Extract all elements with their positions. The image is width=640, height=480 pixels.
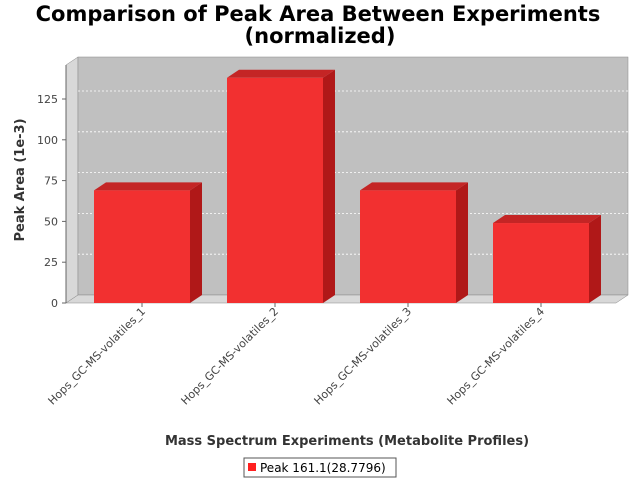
bar-front — [94, 190, 190, 303]
y-tick-label: 125 — [37, 93, 58, 106]
bar-front — [360, 190, 456, 303]
bar-top — [493, 215, 601, 224]
y-tick-label: 50 — [44, 215, 58, 228]
x-tick-label: Hops_GC-MS-volatiles_1 — [46, 305, 149, 408]
y-tick-label: 75 — [44, 175, 58, 188]
bar-top — [360, 182, 468, 191]
bar-top — [227, 69, 335, 78]
x-tick-label: Hops_GC-MS-volatiles_4 — [445, 305, 548, 408]
y-tick-label: 100 — [37, 134, 58, 147]
bar — [493, 215, 601, 303]
bar — [227, 69, 335, 303]
bar-side — [456, 182, 468, 303]
bar-side — [323, 69, 335, 303]
bar — [360, 182, 468, 303]
bar-front — [227, 77, 323, 303]
chart-subtitle: (normalized) — [245, 24, 396, 48]
chart-title: Comparison of Peak Area Between Experime… — [36, 2, 601, 26]
bar-side — [589, 215, 601, 303]
bar — [94, 182, 202, 303]
x-axis: Hops_GC-MS-volatiles_1 Hops_GC-MS-volatil… — [46, 303, 548, 408]
bar-top — [94, 182, 202, 191]
legend: Peak 161.1(28.7796) — [243, 457, 397, 478]
y-axis: 0 25 50 75 100 125 — [37, 65, 67, 310]
bar-front — [493, 223, 589, 303]
plot-left-wall — [65, 56, 79, 304]
x-tick-label: Hops_GC-MS-volatiles_2 — [179, 305, 282, 408]
y-tick-label: 0 — [51, 297, 58, 310]
x-axis-label: Mass Spectrum Experiments (Metabolite Pr… — [165, 434, 529, 449]
bar-side — [190, 182, 202, 303]
legend-swatch — [248, 463, 256, 471]
y-tick-label: 25 — [44, 256, 58, 269]
x-tick-label: Hops_GC-MS-volatiles_3 — [312, 305, 415, 408]
legend-label: Peak 161.1(28.7796) — [260, 461, 386, 475]
legend-box — [243, 457, 397, 478]
bars — [94, 69, 601, 303]
y-axis-label: Peak Area (1e-3) — [13, 118, 28, 241]
